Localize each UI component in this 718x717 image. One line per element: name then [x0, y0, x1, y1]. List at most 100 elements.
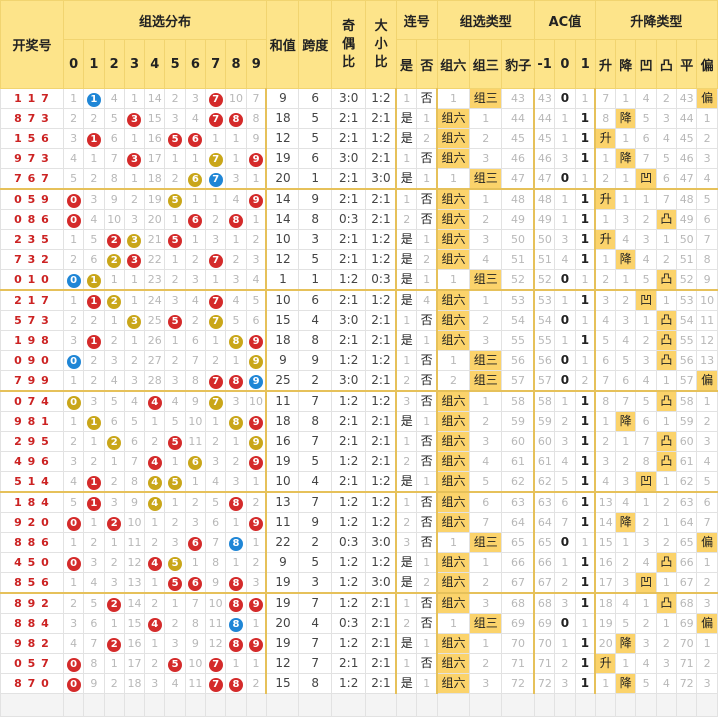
group-type-cell: 组三: [468, 269, 503, 291]
distribution-cell: 1: [164, 491, 186, 513]
big-small-value: 2:1: [365, 673, 397, 694]
distribution-cell: 1: [184, 552, 207, 573]
table-row: 2 9 5 2 1 2 6 2 5 11 2 1 9 16 7 2:1 2:1 1 否组六 3 60 60 3 1 2 1 7 凸…: [0, 431, 718, 452]
trend-cell: 2: [635, 330, 657, 351]
distribution-cell: 5: [164, 310, 186, 331]
group-type-cell: 组六: [436, 390, 471, 412]
distribution-cell: 1: [225, 552, 247, 573]
header-trend-opt: 降: [615, 39, 637, 89]
hit-ball: 3: [127, 113, 142, 127]
ac-cell: 1: [574, 512, 596, 533]
distribution-cell: 14: [144, 88, 166, 109]
ac-cell: 1: [574, 330, 596, 351]
group-type-cell: 组六: [436, 108, 471, 129]
group-type-cell: 2: [468, 310, 503, 331]
odd-even-value: 0:3: [330, 209, 367, 230]
distribution-cell: 4: [184, 289, 207, 311]
hit-ball: 3: [127, 315, 142, 329]
draw-number: 1 9 8: [0, 330, 64, 351]
span-value: 3: [298, 229, 332, 250]
trend-cell: 5: [615, 350, 637, 371]
ac-cell: 1: [574, 673, 596, 694]
ac-cell: 0: [554, 310, 576, 331]
trend-cell: 凹: [635, 289, 657, 311]
distribution-cell: 5: [123, 411, 146, 432]
span-value: 9: [298, 512, 332, 533]
trend-cell: 50: [676, 229, 698, 250]
group-type-cell: 组六: [436, 411, 471, 432]
ac-cell: 0: [554, 370, 576, 392]
group-type-cell: 47: [501, 168, 535, 190]
distribution-cell: 2: [225, 451, 247, 472]
consecutive-cell: 否: [416, 431, 438, 452]
footer-cell: [123, 693, 146, 717]
trend-cell: 3: [696, 673, 718, 694]
trend-cell: 51: [676, 249, 698, 270]
span-value: 9: [298, 188, 332, 210]
trend-cell: 5: [635, 269, 657, 291]
ac-cell: 7: [554, 512, 576, 533]
distribution-cell: 15: [144, 108, 166, 129]
distribution-cell: 8: [225, 592, 247, 614]
trend-cell: 53: [676, 289, 698, 311]
trend-cell: 2: [655, 88, 678, 109]
header-trend: 升降类型: [594, 0, 718, 40]
draw-number: 0 5 9: [0, 188, 64, 210]
big-small-value: 1:2: [365, 88, 397, 109]
trend-cell: 凸: [655, 592, 678, 614]
ac-cell: 3: [554, 148, 576, 169]
distribution-cell: 4: [144, 390, 166, 412]
sum-value: 16: [265, 431, 300, 452]
group-type-cell: 65: [501, 532, 535, 553]
group-type-cell: 1: [436, 613, 471, 634]
trend-cell: 升: [594, 653, 617, 674]
trend-cell: 4: [594, 310, 617, 331]
distribution-cell: 17: [123, 653, 146, 674]
trend-cell: 1: [655, 289, 678, 311]
ac-cell: 1: [574, 411, 596, 432]
distribution-cell: 28: [144, 370, 166, 392]
table-row: 7 3 2 2 6 2 3 22 1 2 7 2 3 12 5 2:1 1:2 是 2 组六 4 51 51 4 1 1 降 4 2…: [0, 249, 718, 270]
group-type-cell: 70: [501, 633, 535, 654]
distribution-cell: 3: [103, 491, 125, 513]
trend-cell: 71: [676, 653, 698, 674]
distribution-cell: 5: [245, 289, 267, 311]
table-row: 7 9 9 1 2 4 3 28 3 8 7 8 9 25 2 3:0 2:1 2 否 2 组三 57 57 0 2 7 6 4 1…: [0, 370, 718, 392]
group-type-cell: 7: [468, 512, 503, 533]
group-type-cell: 69: [501, 613, 535, 634]
footer-cell: [615, 693, 637, 717]
header-trend-opt: 凹: [635, 39, 657, 89]
trend-cell: 1: [696, 552, 718, 573]
hit-ball: 5: [168, 315, 183, 329]
odd-even-value: 2:1: [330, 249, 367, 270]
distribution-cell: 7: [205, 108, 227, 129]
trend-cell: 1: [615, 128, 637, 149]
hit-ball: 3: [127, 153, 142, 167]
ac-cell: 4: [554, 451, 576, 472]
hit-ball: 9: [249, 375, 264, 389]
table-row: 8 9 2 2 5 2 14 2 1 7 10 8 9 19 7 1:2 2:1 1 否组六 3 68 68 3 1 18 4…: [0, 592, 718, 614]
group-type-cell: 组六: [436, 431, 471, 452]
distribution-cell: 4: [205, 471, 227, 493]
ac-cell: 1: [574, 209, 596, 230]
trend-cell: 5: [594, 330, 617, 351]
distribution-cell: 3: [62, 128, 85, 149]
sum-value: 9: [265, 350, 300, 371]
trend-cell: 3: [635, 350, 657, 371]
distribution-cell: 10: [184, 653, 207, 674]
ac-cell: 56: [533, 350, 556, 371]
hit-ball: 8: [228, 638, 243, 652]
trend-cell: 4: [615, 229, 637, 250]
distribution-cell: 4: [245, 269, 267, 291]
ac-cell: 70: [533, 633, 556, 654]
consecutive-cell: 是: [395, 108, 418, 129]
ac-cell: 65: [533, 532, 556, 553]
trend-cell: 1: [655, 229, 678, 250]
hit-ball: 9: [249, 436, 264, 450]
sum-value: 22: [265, 532, 300, 553]
ac-cell: 67: [533, 572, 556, 594]
trend-cell: 2: [696, 653, 718, 674]
distribution-cell: 2: [184, 249, 207, 270]
distribution-cell: 7: [205, 148, 227, 169]
distribution-cell: 9: [245, 633, 267, 654]
